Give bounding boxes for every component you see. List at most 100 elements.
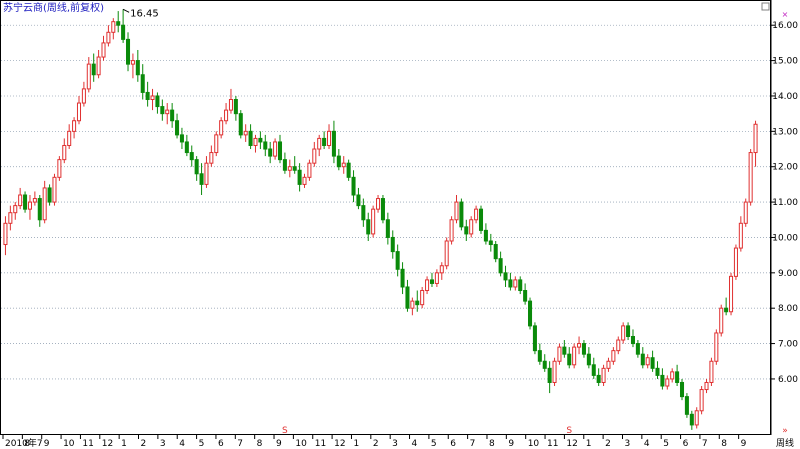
candle-body xyxy=(116,21,121,26)
y-tick-label: 15.00 xyxy=(772,57,798,67)
candle-body xyxy=(523,290,528,302)
x-tick-label: 12 xyxy=(102,439,113,449)
x-tick-label: 3 xyxy=(392,439,398,449)
candle-body xyxy=(224,109,229,122)
candle-body xyxy=(493,244,498,260)
y-tick-label: 14.00 xyxy=(772,92,798,102)
candle-body xyxy=(572,346,577,366)
x-tick-label: 3 xyxy=(624,439,630,449)
candle-body xyxy=(670,371,675,380)
x-tick-label: 11 xyxy=(547,439,558,449)
candle-body xyxy=(194,159,199,175)
candle-body xyxy=(508,279,513,288)
x-tick-label: 4 xyxy=(179,439,185,449)
candle-body xyxy=(503,272,508,281)
candle-body xyxy=(528,300,533,327)
candle-body xyxy=(184,141,189,154)
candle-body xyxy=(341,162,346,168)
candle-body xyxy=(145,91,150,101)
candle-body xyxy=(454,201,459,221)
candle-body xyxy=(238,113,243,136)
candle-body xyxy=(214,134,219,154)
x-tick-label: 9 xyxy=(741,439,747,449)
candle-body xyxy=(170,109,175,122)
candle-body xyxy=(665,378,670,387)
candle-body xyxy=(292,166,297,171)
candle-body xyxy=(52,176,57,203)
candle-body xyxy=(376,198,381,210)
candle-body xyxy=(733,247,738,277)
candle-body xyxy=(67,130,72,146)
candle-body xyxy=(62,144,67,161)
candle-body xyxy=(395,251,400,270)
candle-body xyxy=(204,162,209,185)
scroll-box-icon[interactable] xyxy=(761,2,770,11)
x-tick-label: 10 xyxy=(63,439,75,449)
candle-body xyxy=(302,176,307,185)
candle-body xyxy=(444,240,449,267)
candle-body xyxy=(635,343,640,355)
x-tick-label: 11 xyxy=(315,439,326,449)
candle-body xyxy=(469,219,474,235)
x-tick-label: 1 xyxy=(586,439,592,449)
candle-body xyxy=(72,120,77,132)
period-label: 周线 xyxy=(776,437,794,449)
candle-body xyxy=(101,42,106,58)
candle-body xyxy=(650,357,655,369)
high-pointer xyxy=(122,8,130,13)
candle-body xyxy=(307,162,312,178)
candle-body xyxy=(415,300,420,306)
x-tick-label: 4 xyxy=(644,439,650,449)
candle-body xyxy=(361,205,366,221)
candle-body xyxy=(199,173,204,185)
candle-body xyxy=(684,396,689,415)
candle-body xyxy=(714,332,719,362)
candle-body xyxy=(47,187,52,203)
x-tick-label: 2 xyxy=(605,439,611,449)
candle-body xyxy=(675,371,680,383)
candle-body xyxy=(596,374,601,383)
y-tick-label: 16.00 xyxy=(772,21,798,31)
candle-body xyxy=(434,272,439,284)
x-tick-label: 6 xyxy=(450,439,456,449)
candle-body xyxy=(719,307,724,334)
y-tick-label: 13.00 xyxy=(772,127,798,137)
x-tick-label: 7 xyxy=(702,439,708,449)
x-tick-label: 9 xyxy=(44,439,50,449)
candle-body xyxy=(439,265,444,274)
candle-body xyxy=(8,212,13,224)
candle-body xyxy=(96,56,101,76)
y-tick-label: 9.00 xyxy=(778,269,798,279)
candle-layer xyxy=(3,9,758,430)
candle-body xyxy=(645,357,650,366)
candle-body xyxy=(179,134,184,143)
grid-layer xyxy=(1,24,770,380)
candle-body xyxy=(483,229,488,242)
candle-body xyxy=(753,123,758,154)
candle-body xyxy=(125,38,131,65)
candle-body xyxy=(327,130,332,146)
x-tick-label: 6 xyxy=(683,439,689,449)
top-marker: × xyxy=(782,10,789,19)
candle-body xyxy=(121,24,126,40)
candle-body xyxy=(606,360,611,369)
candle-body xyxy=(562,346,567,355)
candle-body xyxy=(219,120,224,136)
candle-body xyxy=(346,162,351,178)
x-tick-label: 2010年7 xyxy=(5,437,43,449)
candle-body xyxy=(336,155,341,168)
x-tick-label: 11 xyxy=(82,439,93,449)
candle-body xyxy=(189,152,194,161)
x-tick-label: 6 xyxy=(218,439,224,449)
candle-body xyxy=(390,236,395,253)
candle-body xyxy=(263,141,268,150)
x-tick-label: 7 xyxy=(470,439,476,449)
candle-body xyxy=(165,109,170,115)
candle-body xyxy=(552,360,557,383)
candle-body xyxy=(243,130,248,136)
candle-body xyxy=(385,219,390,238)
y-tick-label: 12.00 xyxy=(772,163,798,173)
x-tick-label: 12 xyxy=(566,439,577,449)
